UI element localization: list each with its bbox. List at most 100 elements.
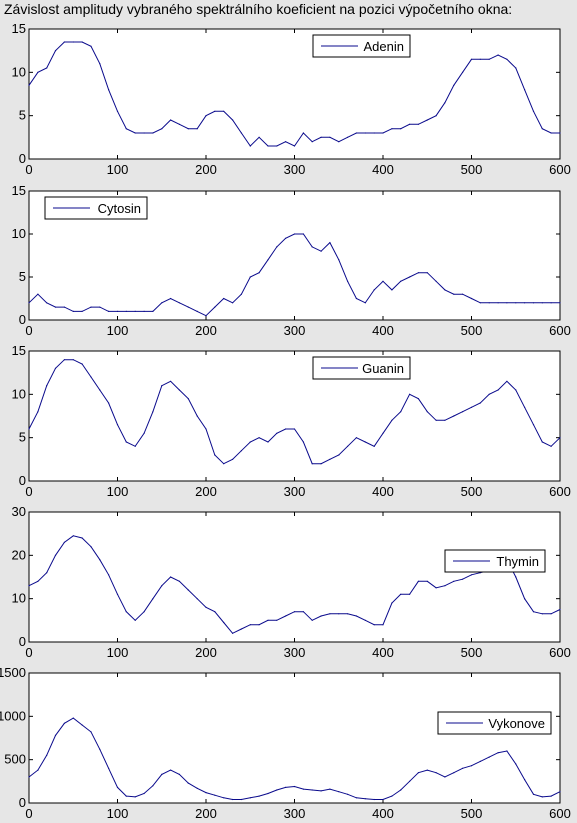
data-point [550,302,552,304]
x-tick-label: 600 [549,645,571,660]
data-point [285,237,287,239]
data-point [258,437,260,439]
data-point [214,110,216,112]
data-point [400,593,402,595]
data-point [249,145,251,147]
data-point [497,302,499,304]
data-point [506,302,508,304]
data-point [444,585,446,587]
plot-area [28,511,561,643]
data-point [347,445,349,447]
data-point [205,115,207,117]
data-point [338,791,340,793]
data-point [285,141,287,143]
data-point [409,393,411,395]
data-point [453,84,455,86]
data-point [515,763,517,765]
x-tick-label: 100 [107,484,129,499]
x-tick-label: 0 [25,806,32,821]
data-point [240,628,242,630]
data-point [532,611,535,613]
y-tick-label: 5 [19,430,26,445]
data-point [161,773,163,776]
data-point [497,389,499,391]
x-tick-label: 200 [195,806,217,821]
x-tick-label: 200 [195,323,217,338]
data-point [382,280,384,282]
data-point [559,132,561,134]
data-point [285,615,287,617]
data-point [444,289,446,291]
data-point [453,580,455,582]
data-point [276,246,278,248]
data-point [134,310,136,312]
data-point [54,306,57,308]
data-point [550,132,552,134]
y-tick-label: 0 [19,473,26,488]
data-point [532,424,535,426]
data-point [497,752,499,754]
data-point [63,41,65,43]
data-point [90,306,92,308]
data-point [435,115,437,117]
legend-label: Adenin [364,39,404,54]
y-tick-label: 15 [12,183,26,198]
data-point [116,310,119,312]
data-point [524,406,526,408]
y-tick-label: 15 [12,343,26,358]
data-point [355,797,357,799]
data-point [54,367,57,369]
data-point [400,280,402,282]
data-point [559,791,561,793]
axes-2: 0 100 200 300 400 500 600 0 5 10 15 Cytosin [12,183,571,338]
data-point [37,411,39,413]
data-point [214,611,216,613]
data-point [417,272,419,274]
y-tick-label: 0 [19,795,26,810]
x-tick-label: 400 [372,484,394,499]
x-tick-label: 500 [461,645,483,660]
data-point [426,769,428,771]
data-point [285,428,287,430]
data-point [46,302,48,304]
data-point [240,132,242,134]
data-point [524,302,526,304]
x-tick-label: 500 [461,484,483,499]
axes-4: 0 100 200 300 400 500 600 0 10 20 30 Thymin [12,504,571,660]
data-point [488,756,490,758]
y-tick-label: 500 [4,752,26,767]
data-point [108,310,110,312]
data-point [258,795,260,797]
data-point [170,769,172,771]
data-point [373,132,375,134]
data-point [293,428,296,430]
data-point [54,734,57,737]
data-point [170,576,172,578]
data-point [178,389,180,391]
data-point [559,608,561,611]
data-point [550,445,552,447]
data-point [470,58,473,60]
data-point [426,411,428,413]
x-tick-label: 300 [284,162,306,177]
legend: Adenin [312,34,411,58]
y-tick-label: 5 [19,108,26,123]
data-point [125,611,127,613]
data-point [143,132,145,134]
y-tick-label: 15 [12,21,26,36]
x-tick-label: 400 [372,645,394,660]
data-point [373,624,375,626]
data-point [506,58,508,60]
data-point [72,359,74,361]
data-point [302,233,304,235]
data-point [72,310,74,312]
data-point [409,593,411,595]
data-point [311,463,313,465]
data-point [161,385,163,387]
data-point [232,798,234,801]
plot-area [28,672,561,804]
data-point [152,310,154,312]
data-point [72,41,74,43]
plot-area [28,28,561,160]
x-tick-label: 100 [107,806,129,821]
